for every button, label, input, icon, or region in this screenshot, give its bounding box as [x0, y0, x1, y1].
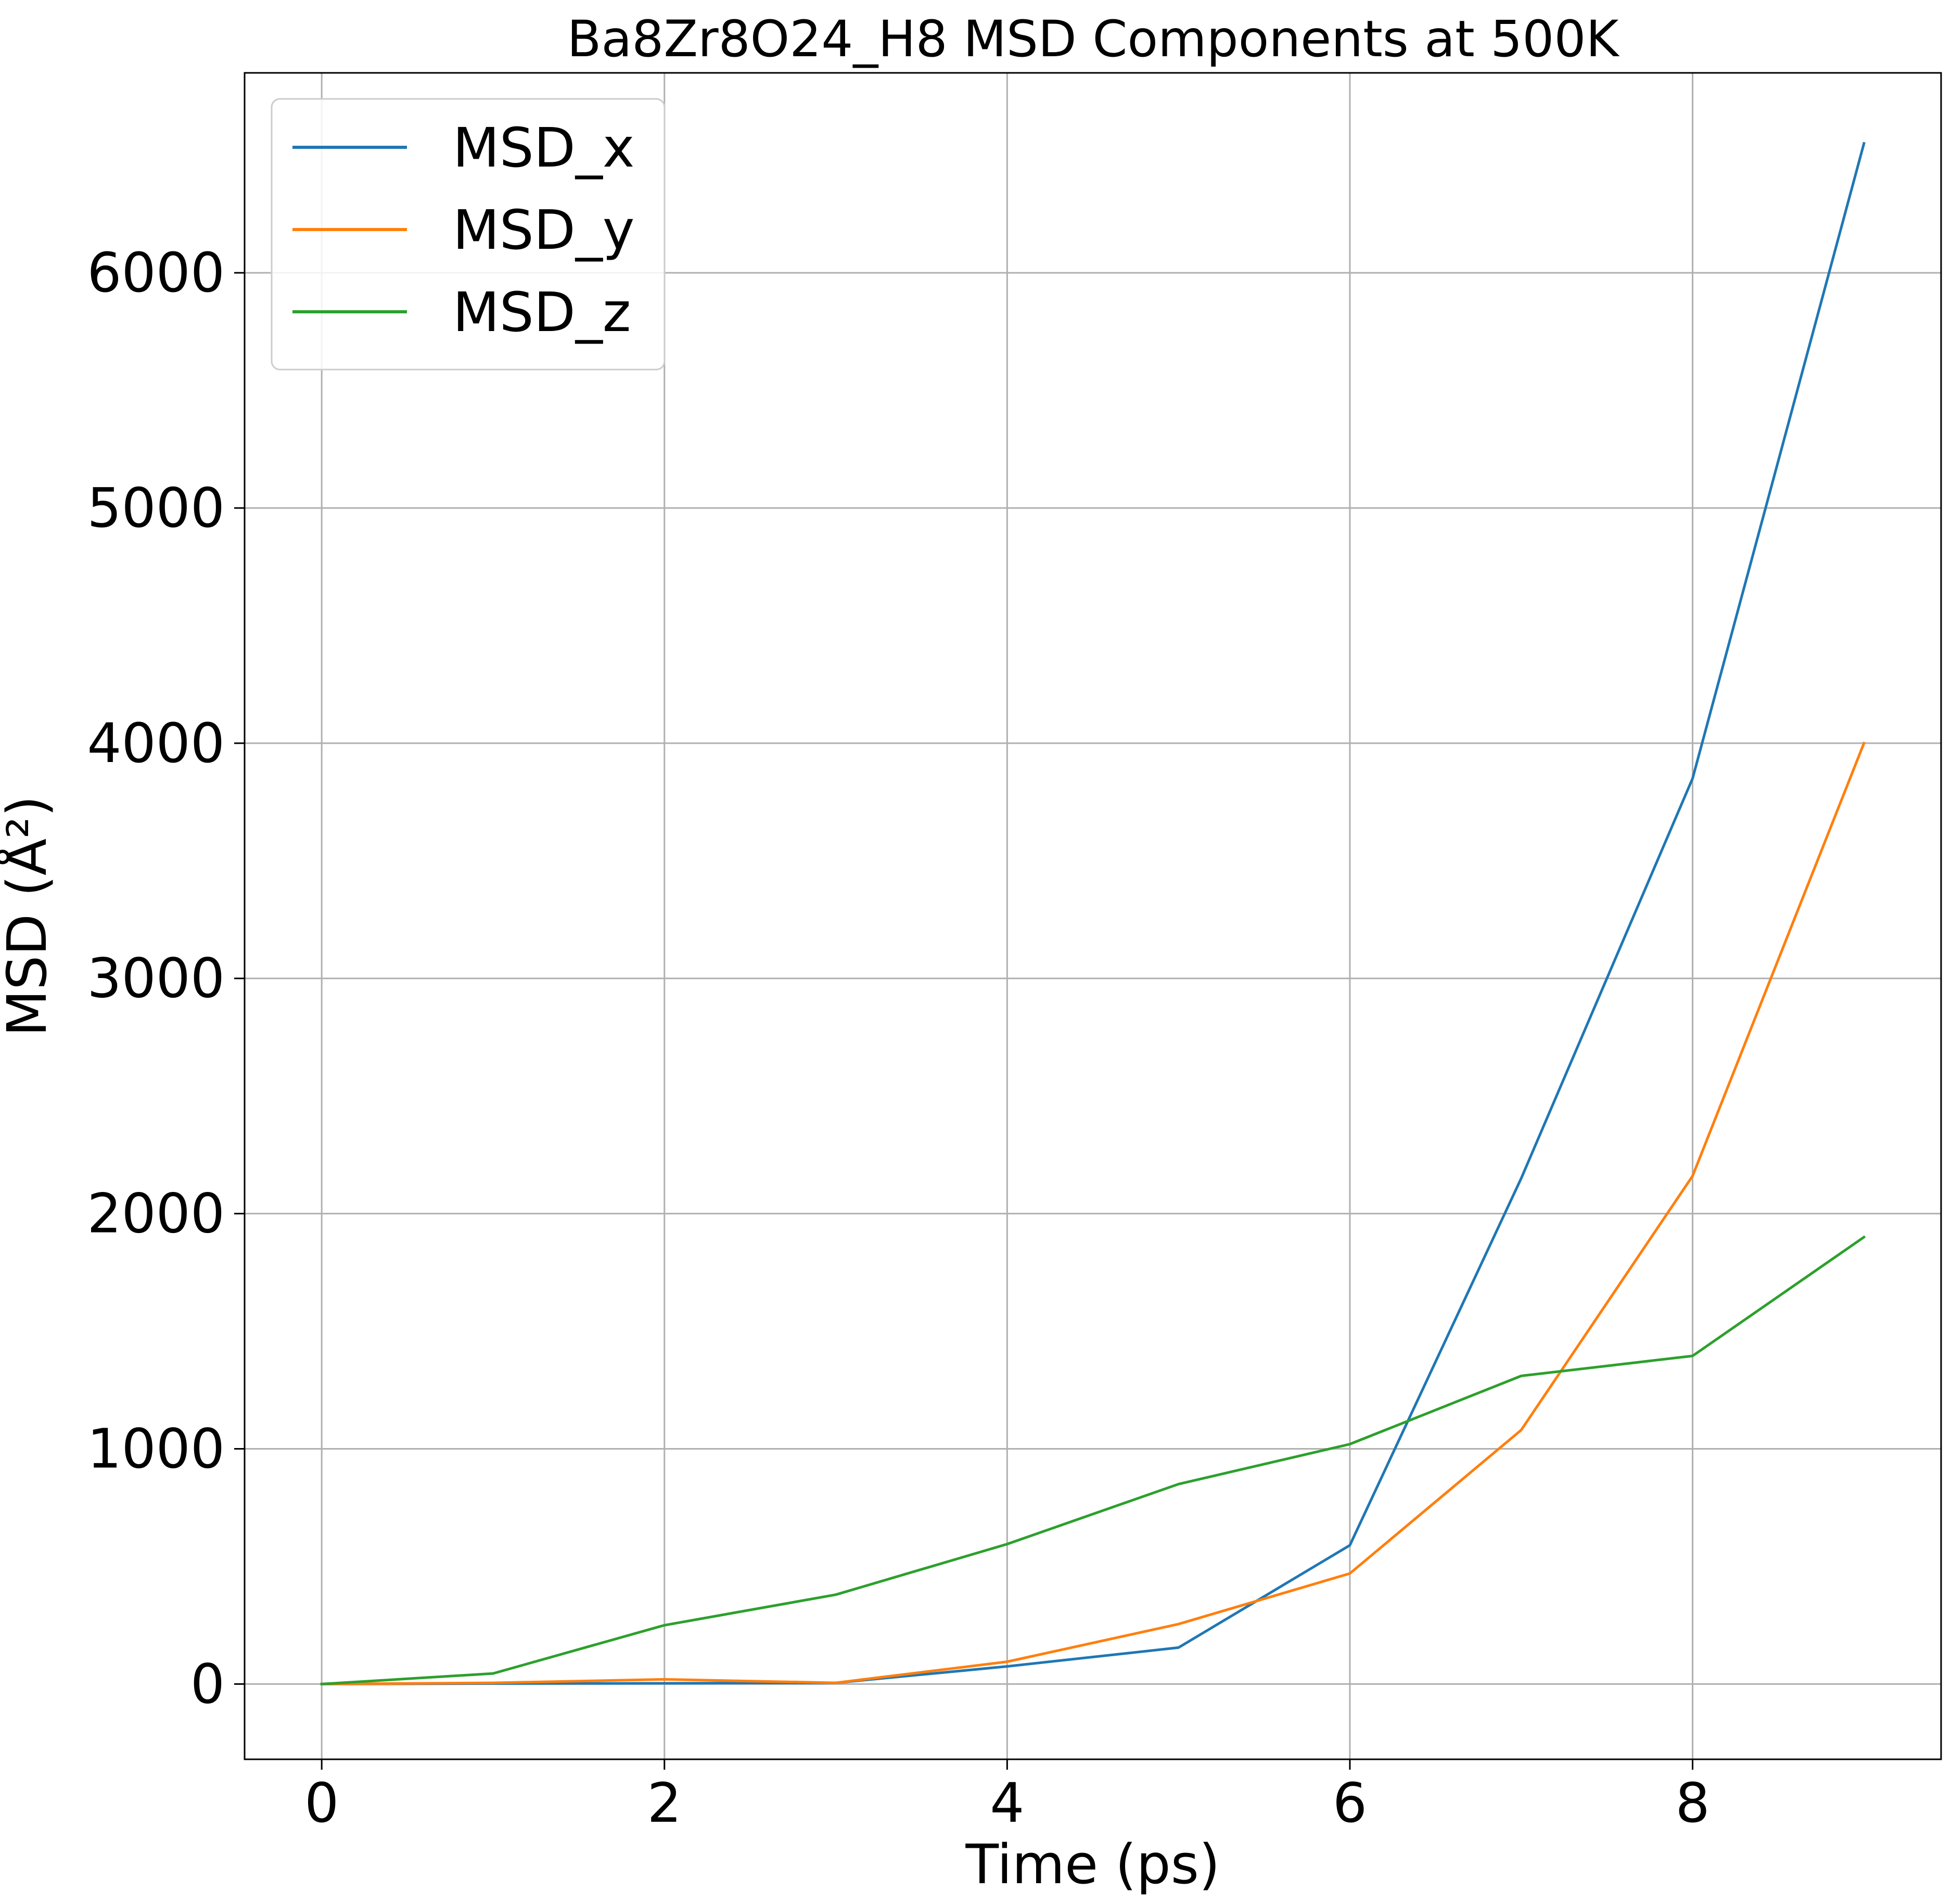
legend-label: MSD_y: [453, 198, 634, 262]
y-tick-label: 4000: [87, 712, 225, 775]
legend: MSD_x MSD_y MSD_z: [271, 98, 666, 371]
y-axis-label: MSD (Å²): [0, 796, 59, 1037]
series-line-msd-x: [320, 142, 1866, 1685]
legend-box: [271, 98, 666, 371]
plot-frame: [244, 72, 1942, 1760]
y-tick-label: 5000: [87, 476, 225, 540]
series-lines: [320, 142, 1866, 1686]
x-tick-label: 0: [304, 1771, 339, 1835]
series-line-msd-y: [320, 741, 1866, 1685]
y-tick-label: 0: [190, 1652, 225, 1716]
grid: [245, 73, 1941, 1759]
axis-ticks: 0 2 4 6 8 0 1000 2000 3000 4000 5000 6000: [87, 241, 1709, 1835]
x-tick-label: 2: [647, 1771, 682, 1835]
x-tick-label: 6: [1333, 1771, 1367, 1835]
legend-entries: MSD_x MSD_y MSD_z: [292, 116, 634, 344]
y-tick-label: 1000: [87, 1417, 225, 1481]
x-axis-label: Time (ps): [965, 1833, 1220, 1896]
legend-label: MSD_x: [453, 116, 634, 180]
legend-label: MSD_z: [453, 281, 631, 344]
series-line-msd-z: [320, 1235, 1866, 1686]
x-tick-label: 8: [1675, 1771, 1709, 1835]
y-tick-label: 3000: [87, 947, 225, 1010]
y-tick-label: 2000: [87, 1182, 225, 1246]
y-tick-label: 6000: [87, 241, 225, 304]
chart-title: Ba8Zr8O24_H8 MSD Components at 500K: [567, 10, 1620, 68]
x-tick-label: 4: [990, 1771, 1024, 1835]
